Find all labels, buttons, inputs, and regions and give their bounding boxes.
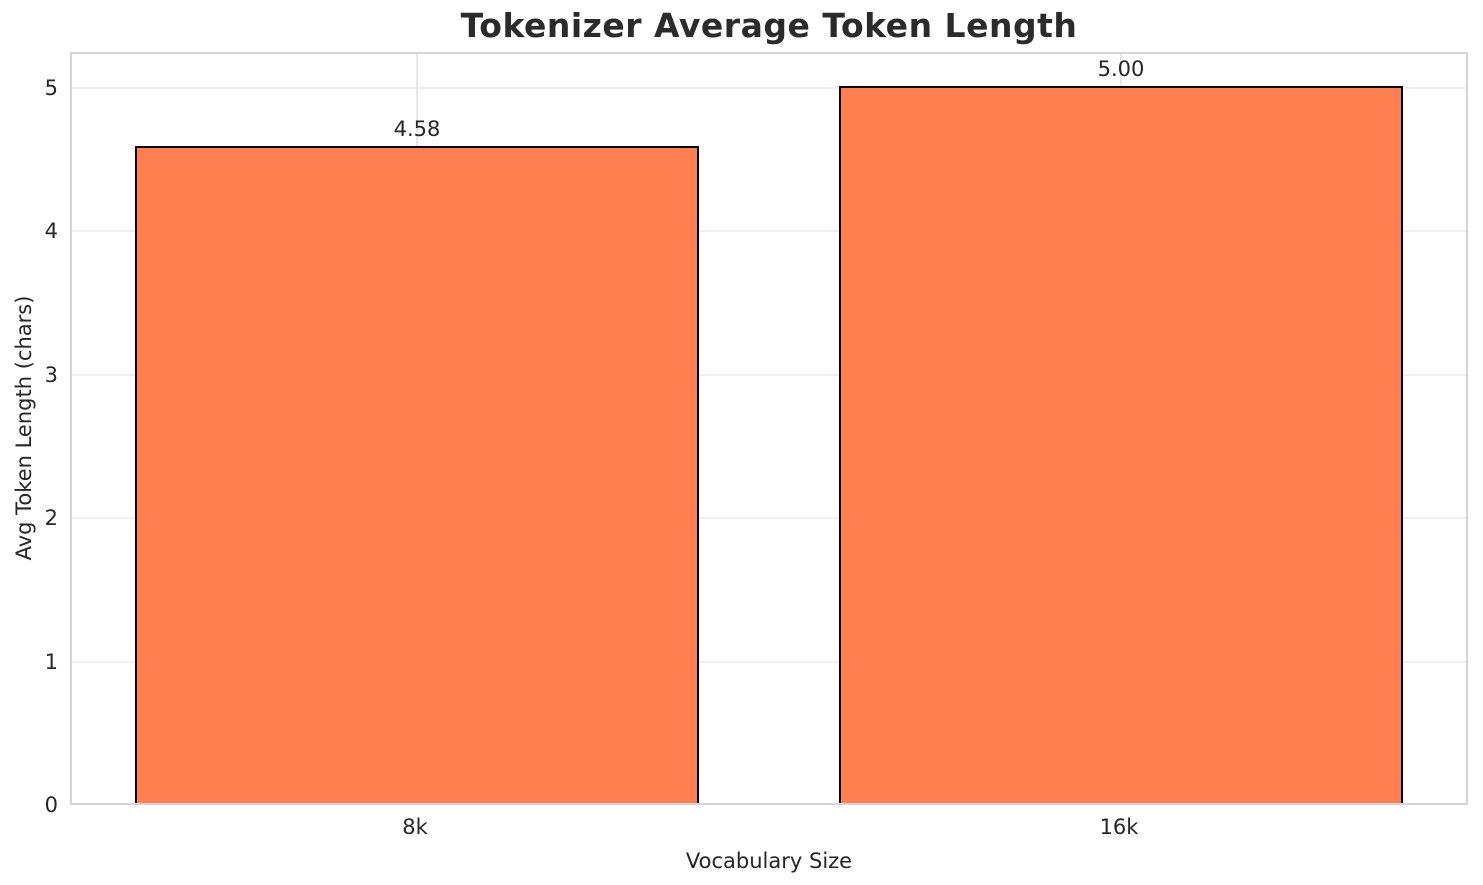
bar [135,146,699,803]
gridline-horizontal [72,660,1466,663]
bar-value-label: 4.58 [393,117,441,142]
y-tick-label: 1 [44,649,58,674]
y-tick-label: 5 [44,75,58,100]
gridline-horizontal [72,517,1466,520]
bar-value-label: 5.00 [1097,56,1145,81]
gridline-horizontal [72,230,1466,233]
y-tick-label: 4 [44,219,58,244]
gridline-horizontal [72,373,1466,376]
x-axis-label: Vocabulary Size [685,849,853,873]
chart-title: Tokenizer Average Token Length [460,6,1078,45]
bar [839,85,1403,803]
y-tick-label: 2 [44,506,58,531]
x-tick-label: 16k [1099,815,1139,839]
y-axis-label: Avg Token Length (chars) [12,295,36,561]
y-tick-label: 3 [44,362,58,387]
gridline-horizontal [72,86,1466,89]
plot-area: 4.58 5.00 [70,52,1468,805]
x-tick-label: 8k [402,815,428,839]
y-tick-label: 0 [44,793,58,817]
